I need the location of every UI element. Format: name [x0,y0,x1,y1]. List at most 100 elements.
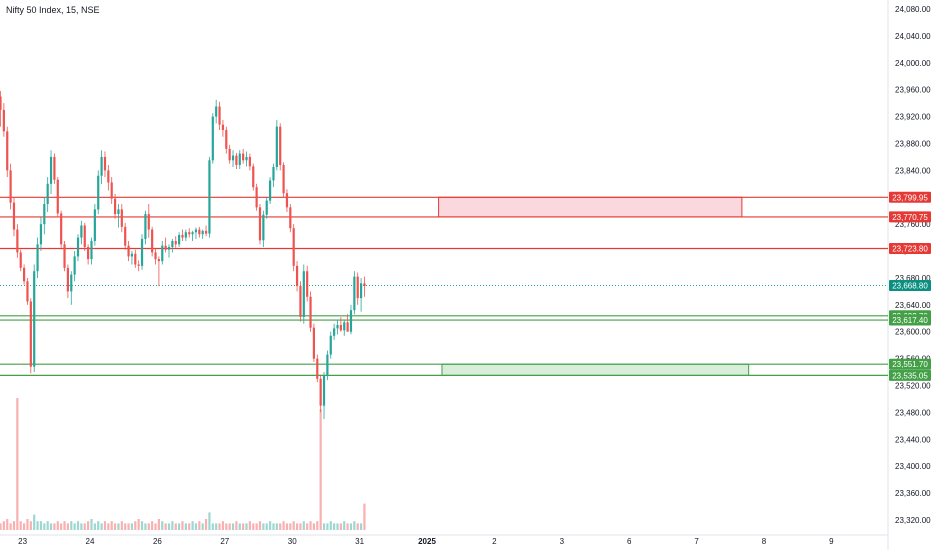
candle-body [22,267,26,282]
volume-bar [309,521,312,530]
candle-body [161,245,164,262]
candle-body [73,256,76,275]
volume-bar [154,523,157,530]
resistance-zone [438,196,743,218]
candle-body [6,131,9,171]
volume-bar [167,523,171,530]
candle-body [100,156,103,176]
volume-bar [36,521,39,530]
resistance-price-label-bg [889,191,931,203]
volume-bar [242,523,245,530]
candle-body [302,271,305,317]
candle-body [329,335,332,355]
volume-bar [66,523,69,530]
y-tick-label: 24,000.00 [895,59,931,68]
candle-body [272,167,275,181]
volume-bar [285,523,289,530]
support-price-label: 23,535.05 [892,371,928,380]
x-tick-label: 31 [355,537,364,546]
candle-body [90,240,93,260]
support-price-label-bg [889,358,931,370]
candle-body [326,354,329,376]
volume-bar [151,521,154,530]
candle-body [248,156,251,167]
last-price-label: 23,668.80 [892,281,928,290]
candle-body [353,276,356,311]
volume-bar [134,521,137,530]
candle-body [262,214,265,241]
x-tick-label: 24 [86,537,95,546]
volume-bar [103,521,107,530]
candle-body [39,224,43,245]
volume-bar [208,512,211,530]
resistance-price-label-bg [889,242,931,254]
last-price-label-bg [889,279,931,291]
candle-body [349,310,353,332]
volume-bar [339,523,342,530]
candle-body [316,358,319,379]
volume-bar [218,523,221,530]
volume-bar [19,521,22,530]
candle-body [343,322,346,331]
volume-bar [275,523,278,530]
candle-body [174,240,177,245]
candle-body [19,252,22,268]
candle-body [127,245,130,257]
candle-body [265,200,268,215]
volume-bar [70,521,73,530]
volume-bar [319,409,322,530]
volume-bar [87,521,90,530]
candle-body [255,187,258,208]
y-tick-label: 23,360.00 [895,489,931,498]
x-tick-label: 30 [288,537,297,546]
candle-body [346,322,349,332]
candle-body [309,296,312,328]
candle-body [211,116,214,161]
candle-body [140,238,144,266]
volume-bar [272,523,275,530]
volume-bar [299,523,302,530]
y-tick-label: 23,520.00 [895,382,931,391]
resistance-price-label-bg [889,211,931,223]
volume-bar [110,521,113,530]
volume-bar [302,521,305,530]
volume-bar [262,523,265,530]
support-price-label-bg [889,314,931,326]
volume-bar [90,519,93,530]
volume-bar [191,521,194,530]
volume-bar [157,519,160,530]
volume-bar [201,523,204,530]
y-tick-label: 23,920.00 [895,113,931,122]
volume-bar [56,521,59,530]
volume-bar [100,523,103,530]
y-tick-label: 23,320.00 [895,516,931,525]
candle-body [134,253,137,265]
candle-body [245,156,248,161]
volume-bar [269,521,272,530]
candle-body [181,234,184,238]
volume-bar [174,523,177,530]
volume-bar [26,519,29,530]
volume-bar [282,521,285,530]
volume-bar [228,523,231,530]
candle-body [83,225,86,248]
y-tick-label: 23,840.00 [895,166,931,175]
resistance-price-label: 23,723.80 [892,244,928,253]
candle-body [63,244,66,268]
candle-body [144,214,147,239]
volume-bar [343,521,346,530]
candle-body [120,209,123,227]
volume-bar [221,521,225,530]
volume-bar [147,523,150,530]
candle-body [117,209,120,215]
candle-body [194,229,198,233]
candle-body [208,160,211,234]
candle-body [279,126,282,165]
volume-bar [245,523,248,530]
volume-bar [322,523,326,530]
volume-bar [29,521,32,530]
volume-bar [120,521,123,530]
y-tick-label: 23,600.00 [895,328,931,337]
